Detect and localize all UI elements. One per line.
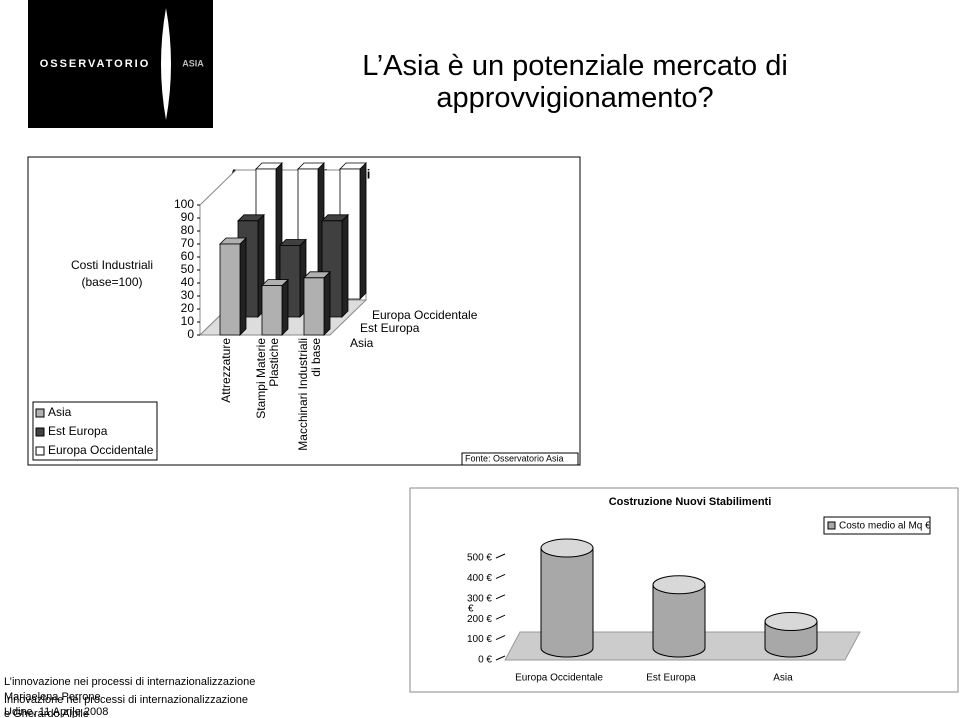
- x-tick-label: Est Europa: [646, 673, 696, 684]
- y-tick-label: 20: [181, 301, 195, 315]
- logo-region: ASIA: [182, 58, 204, 68]
- footer-text: Innovazione nei processi di internaziona…: [4, 694, 248, 706]
- bar-face: [281, 278, 289, 336]
- y-tick-label: 400 €: [467, 573, 492, 584]
- legend-label: Est Europa: [48, 424, 108, 438]
- tick-mark: [495, 614, 506, 620]
- y-tick-label: 60: [181, 249, 195, 263]
- legend-swatch: [35, 408, 45, 418]
- bar-face: [303, 277, 325, 336]
- y-tick-label: 200 €: [467, 614, 492, 625]
- legend-swatch: [35, 446, 45, 456]
- chart-title: Costruzione Nuovi Stabilimenti: [609, 496, 772, 508]
- logo-box: [28, 0, 213, 128]
- x-tick-label: Europa Occidentale: [515, 673, 603, 684]
- y-tick-label: 0 €: [478, 655, 492, 666]
- depth-label: Asia: [350, 336, 374, 350]
- logo-mark: [161, 8, 171, 120]
- tick-mark: [495, 635, 506, 641]
- legend-box: [823, 516, 931, 535]
- y-tick-label: 500 €: [467, 553, 492, 564]
- tick-mark: [495, 594, 506, 600]
- bar-face: [261, 285, 283, 336]
- cylinder-body: [540, 547, 594, 658]
- y-tick-label: 10: [181, 314, 195, 328]
- bar: [261, 278, 289, 336]
- bar-face: [323, 270, 331, 336]
- y-tick-label: 50: [181, 262, 195, 276]
- tick-mark: [495, 573, 506, 579]
- legend-swatch: [35, 427, 45, 437]
- legend-box: [32, 401, 158, 461]
- legend-label: Europa Occidentale: [48, 443, 154, 457]
- chart-frame: [409, 487, 959, 693]
- chart-frame: [27, 156, 581, 466]
- tick-mark: [495, 655, 506, 661]
- cylinder: [540, 538, 594, 658]
- cylinder: [652, 575, 706, 658]
- footer-text: Mariaelena Perrone: [4, 691, 101, 703]
- cylinder-top: [652, 575, 706, 595]
- footer-text: e Gherardo Alpile: [4, 708, 89, 718]
- y-tick-label: 30: [181, 288, 195, 302]
- y-tick-label: 0: [187, 327, 194, 341]
- y-axis-label: Costi Industriali (base=100): [70, 258, 154, 289]
- depth-label: Europa Occidentale: [372, 308, 478, 322]
- legend-label: Costo medio al Mq €: [839, 521, 931, 532]
- depth-label: Est Europa: [360, 321, 420, 335]
- bar-face: [359, 162, 367, 300]
- cylinder: [764, 611, 818, 658]
- cylinder-top: [540, 538, 594, 558]
- y-tick-label: 300 €: [467, 593, 492, 604]
- source-box: [461, 452, 579, 466]
- y-tick-label: 100 €: [467, 634, 492, 645]
- cylinder-body: [764, 620, 818, 658]
- y-tick-label: 40: [181, 275, 195, 289]
- cylinder-body: [652, 584, 706, 658]
- footer-text: L’innovazione nei processi di internazio…: [4, 676, 255, 688]
- y-axis-label: €: [468, 604, 474, 615]
- y-tick-label: 100: [174, 197, 194, 211]
- bar: [303, 270, 331, 336]
- bar-face: [219, 243, 241, 336]
- x-tick-label: Asia: [773, 673, 793, 684]
- cylinder-top: [764, 611, 818, 631]
- tick-mark: [495, 553, 506, 559]
- y-tick-label: 80: [181, 223, 195, 237]
- bar: [219, 237, 247, 336]
- y-tick-label: 90: [181, 210, 195, 224]
- y-tick-label: 70: [181, 236, 195, 250]
- legend-swatch: [827, 521, 836, 530]
- slide-title: L’Asia è un potenziale mercato di approv…: [362, 50, 788, 114]
- bar-face: [239, 237, 247, 336]
- legend-label: Asia: [48, 405, 72, 419]
- source-note: Fonte: Osservatorio Asia: [465, 453, 564, 463]
- logo-name: OSSERVATORIO: [40, 58, 151, 70]
- bar-face: [341, 213, 349, 318]
- footer-text: Udine, 11 Aprile 2008: [4, 706, 108, 718]
